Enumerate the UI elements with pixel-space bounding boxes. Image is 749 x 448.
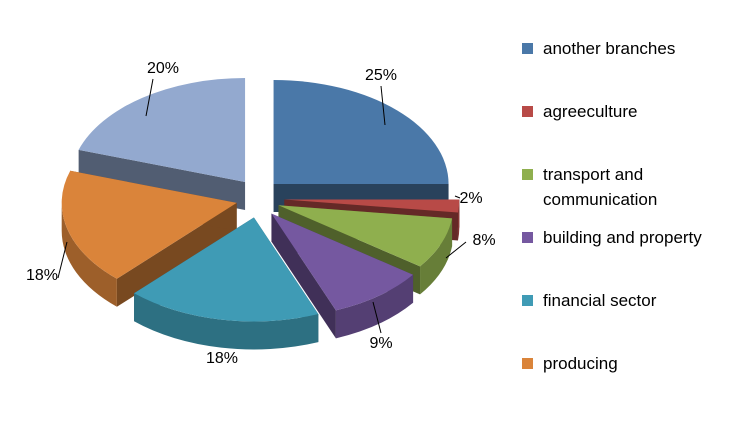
legend-item-transport-and-communication[interactable]: transport and communication [522,162,713,212]
legend-swatch [522,232,533,243]
data-label-agreeculture: 2% [459,190,482,207]
pie-slice-another-branches[interactable] [273,79,449,212]
pie-slice-slice-6[interactable] [78,77,246,210]
leader-line [145,78,154,117]
data-label-transport-and-communication: 8% [472,232,495,249]
legend-label: another branches [543,39,676,58]
slice-top-face [61,170,237,279]
slice-outer-wall [420,218,453,295]
slice-outer-wall [134,293,319,350]
slice-top-face [134,217,319,322]
slice-top-face [278,205,453,267]
slice-side-face [78,149,246,210]
pie-slices [61,77,460,350]
legend-item-another-branches[interactable]: another branches [522,36,675,61]
legend-label: transport and communication [543,165,658,209]
data-labels: 25% 2% 8% 9% 18% 18% 20% [26,60,496,367]
leader-line [454,195,461,199]
legend-item-agreeculture[interactable]: agreeculture [522,99,638,124]
leader-lines [57,78,467,334]
legend-swatch [522,43,533,54]
pie-slice-financial-sector[interactable] [134,217,319,350]
leader-line [372,301,382,334]
leader-line [380,85,386,126]
legend-item-financial-sector[interactable]: financial sector [522,288,656,313]
legend-swatch [522,106,533,117]
pie-slice-producing[interactable] [61,170,237,307]
data-label-financial-sector: 18% [206,350,238,367]
legend-item-building-and-property[interactable]: building and property [522,225,702,250]
slice-top-face [284,199,460,213]
slice-top-face [78,77,246,182]
legend-label: financial sector [543,291,657,310]
pie-chart: 25% 2% 8% 9% 18% 18% 20% [26,60,496,367]
slice-top-face [271,213,414,311]
legend-swatch [522,358,533,369]
data-label-another-branches: 25% [365,67,397,84]
data-label-slice-6: 20% [147,60,179,77]
data-label-building-and-property: 9% [369,335,392,352]
slice-top-face [273,79,449,184]
leader-line [57,241,68,279]
legend-label: building and property [543,228,702,247]
data-label-producing: 18% [26,267,58,284]
slice-outer-wall [61,202,117,307]
legend-swatch [522,295,533,306]
leader-line [445,241,467,259]
legend-label: agreeculture [543,102,638,121]
legend-swatch [522,169,533,180]
legend-item-producing[interactable]: producing [522,351,618,376]
slice-outer-wall [457,199,460,241]
legend-label: producing [543,354,618,373]
slice-side-face [271,213,336,339]
slice-side-face [116,202,237,307]
